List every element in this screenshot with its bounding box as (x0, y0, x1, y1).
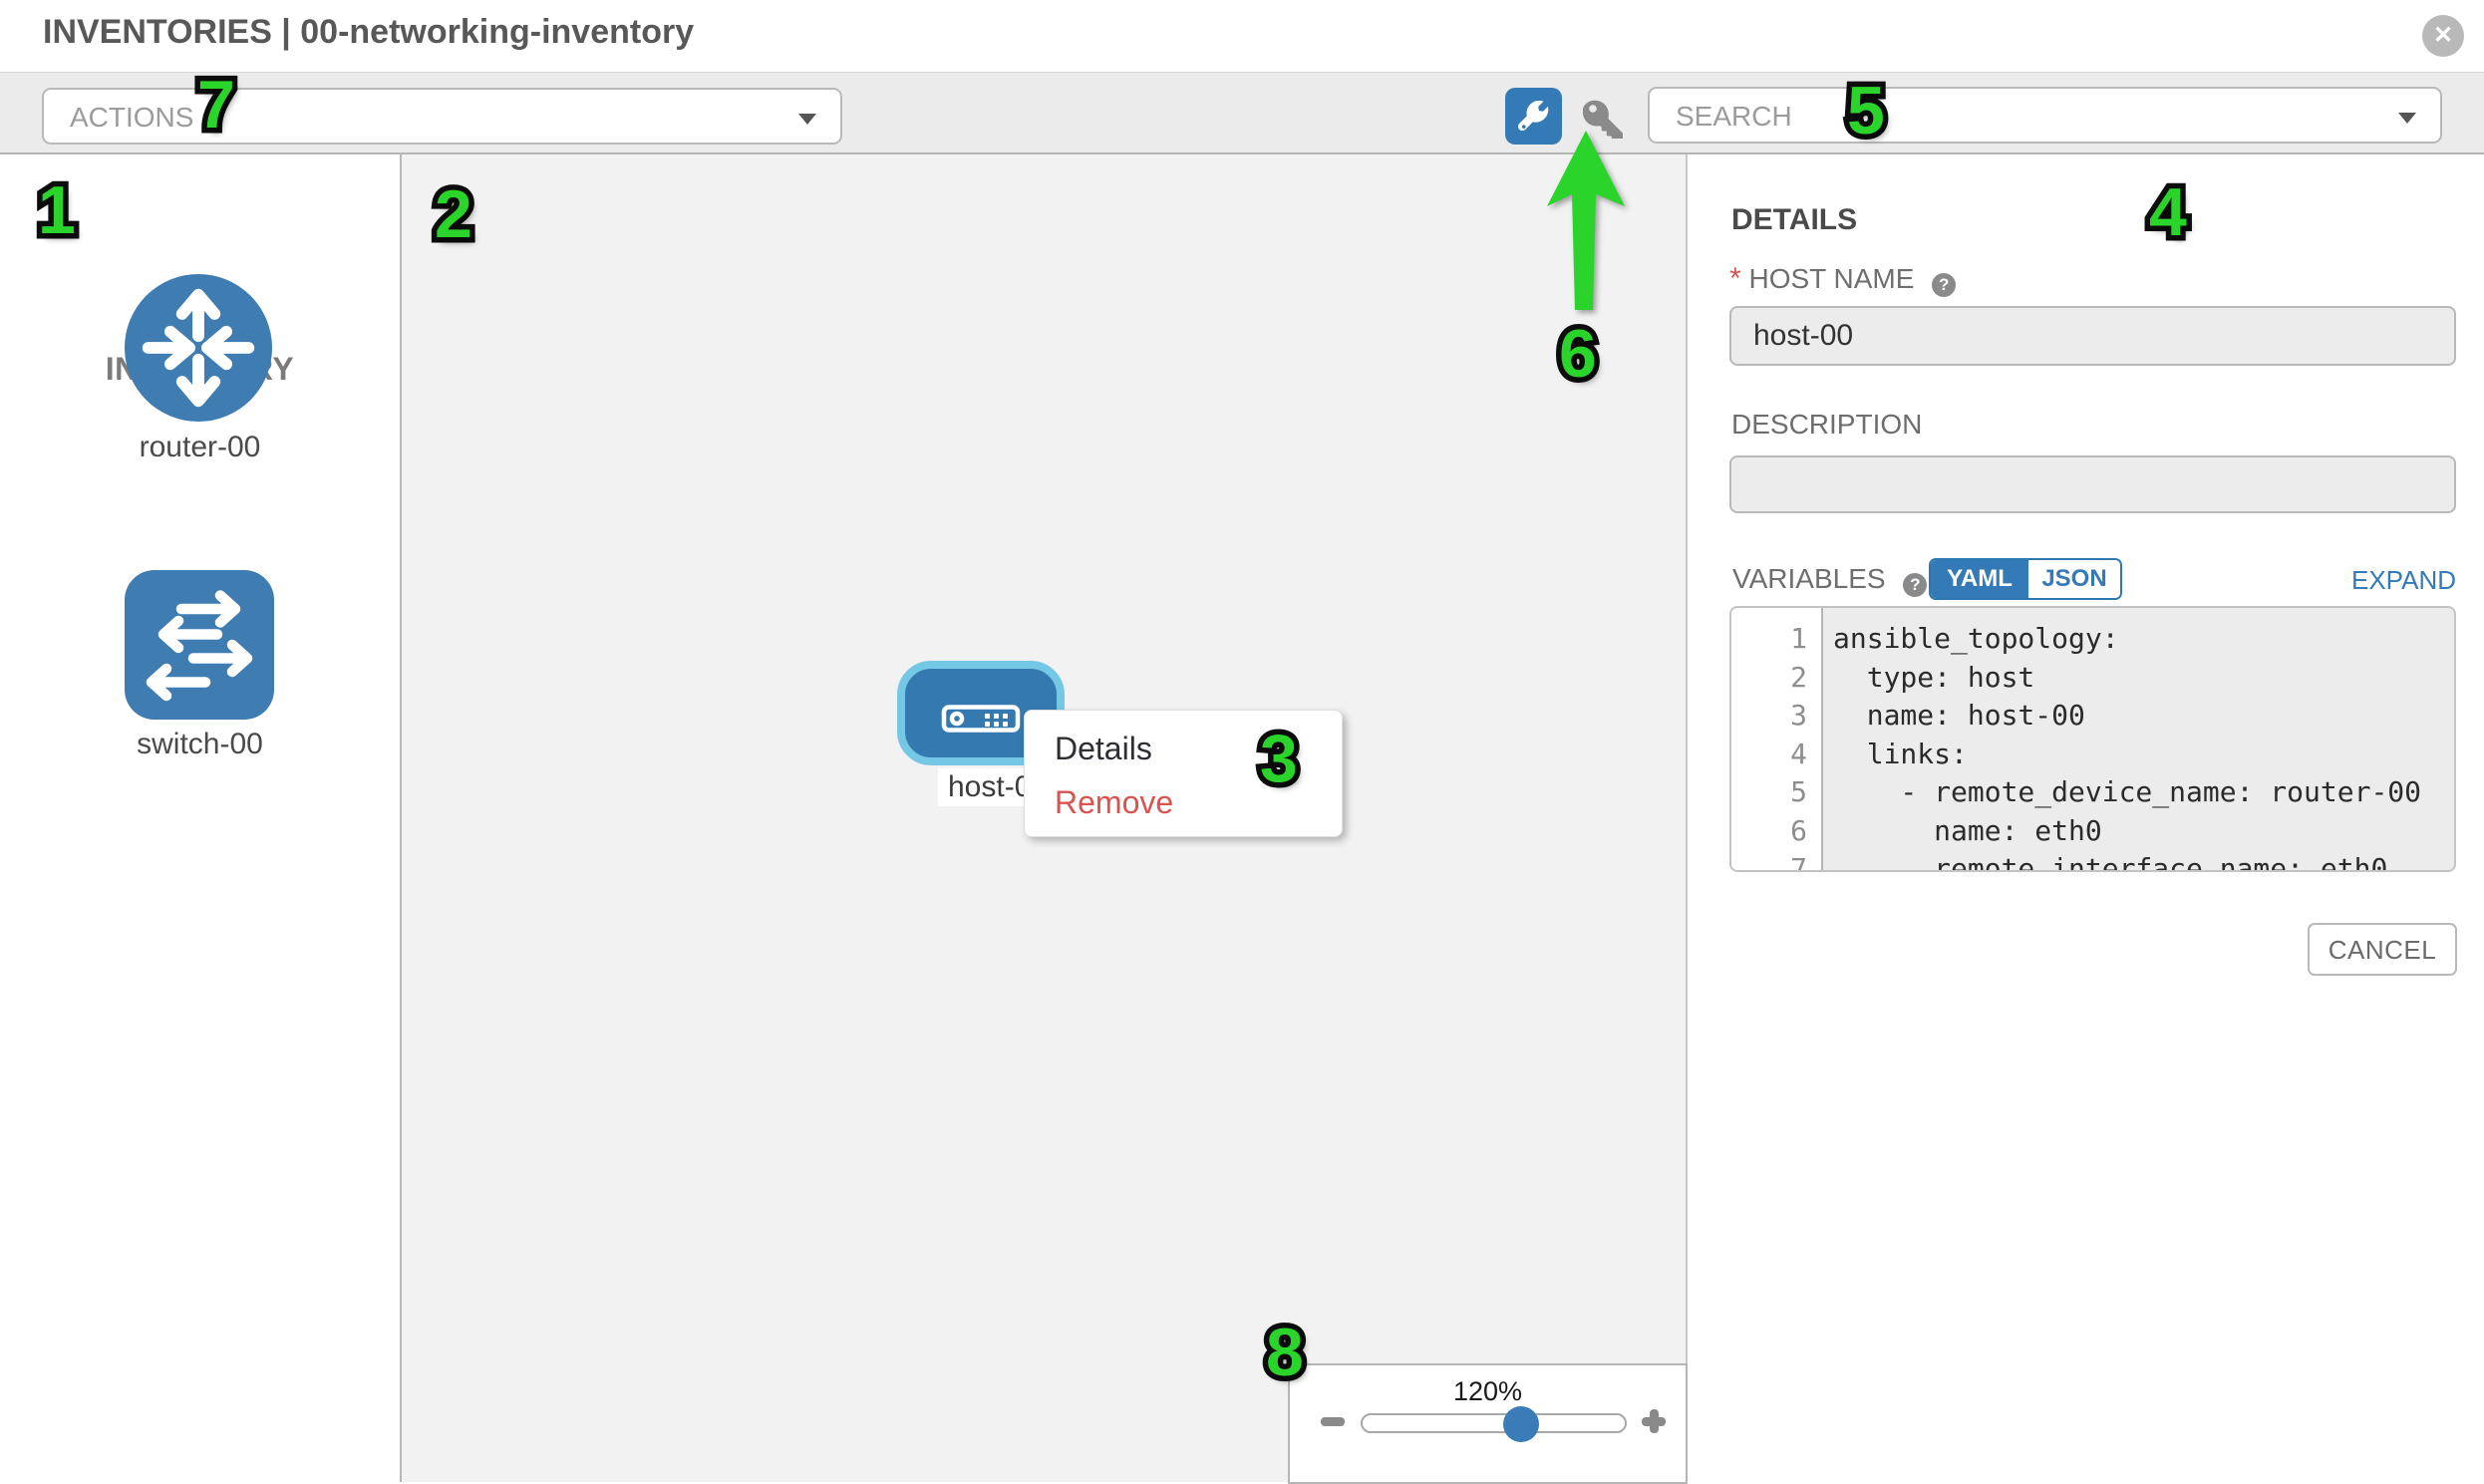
close-icon: ✕ (2432, 22, 2454, 49)
switch-icon (146, 590, 253, 702)
line-number: 5 (1790, 775, 1807, 808)
yaml-toggle-button[interactable]: YAML (1931, 560, 2028, 598)
expand-link[interactable]: EXPAND (2351, 565, 2456, 595)
context-menu: Details Remove (1024, 710, 1343, 837)
host-icon (941, 705, 1021, 733)
annotation-arrow-icon (1547, 131, 1625, 310)
zoom-slider-thumb[interactable] (1503, 1406, 1539, 1442)
line-number: 4 (1790, 737, 1807, 770)
toolbar: ACTIONS SEARCH (0, 72, 2484, 154)
code-line: ansible_topology: (1833, 622, 2119, 655)
code-line: remote_interface_name: eth0 (1833, 852, 2388, 872)
editor-gutter: 1 2 3 4 5 6 7 (1731, 608, 1823, 870)
line-number: 2 (1790, 660, 1807, 694)
annotation-8: 8 (1261, 1310, 1310, 1396)
line-number: 7 (1790, 852, 1807, 872)
variables-label-row: VARIABLES ? (1732, 563, 1928, 597)
code-line: name: eth0 (1833, 813, 2102, 847)
cancel-button[interactable]: CANCEL (2308, 923, 2457, 976)
annotation-3: 3 (1255, 716, 1304, 802)
annotation-7: 7 (192, 62, 241, 148)
editor-code[interactable]: ansible_topology: type: host name: host-… (1823, 608, 2454, 872)
key-icon (1582, 100, 1623, 142)
help-icon[interactable]: ? (1932, 273, 1957, 297)
router-icon (142, 288, 255, 408)
wrench-icon (1518, 101, 1549, 132)
code-line: name: host-00 (1833, 699, 2085, 732)
host-name-label: HOST NAME (1748, 263, 1915, 294)
sidebar-item-router[interactable] (125, 274, 272, 422)
variables-label: VARIABLES (1732, 563, 1886, 594)
context-menu-item-remove[interactable]: Remove (1055, 784, 1174, 820)
host-name-label-row: * HOST NAME ? (1729, 262, 1957, 297)
zoom-slider-track[interactable] (1361, 1413, 1627, 1433)
annotation-2: 2 (430, 171, 478, 258)
line-number: 1 (1790, 622, 1807, 655)
host-name-field[interactable] (1729, 306, 2456, 366)
details-panel: DETAILS * HOST NAME ? DESCRIPTION VARIAB… (1690, 154, 2484, 1482)
toolbar-tools-button[interactable] (1505, 88, 1562, 145)
page-title: INVENTORIES | 00-networking-inventory (43, 13, 695, 51)
chevron-down-icon (798, 114, 816, 125)
json-toggle-button[interactable]: JSON (2028, 560, 2120, 598)
annotation-4: 4 (2144, 169, 2193, 256)
required-marker: * (1729, 262, 1741, 295)
code-line: - remote_device_name: router-00 (1833, 775, 2422, 808)
sidebar-item-switch[interactable] (125, 570, 274, 720)
annotation-6: 6 (1554, 311, 1603, 398)
sidebar-item-router-label: router-00 (139, 431, 261, 463)
code-line: type: host (1833, 660, 2035, 694)
search-dropdown-label: SEARCH (1676, 101, 1792, 132)
variables-code-editor[interactable]: 1 2 3 4 5 6 7 ansible_topology: type: ho… (1729, 606, 2456, 872)
help-icon[interactable]: ? (1903, 573, 1928, 597)
key-credentials-button[interactable] (1582, 99, 1623, 142)
line-number: 3 (1790, 699, 1807, 732)
description-field[interactable] (1729, 455, 2456, 513)
zoom-control: 120% (1288, 1363, 1688, 1484)
code-line: links: (1833, 737, 1968, 770)
annotation-5: 5 (1842, 68, 1891, 154)
zoom-in-button[interactable] (1642, 1409, 1666, 1433)
annotation-1: 1 (33, 167, 82, 254)
search-dropdown[interactable]: SEARCH (1648, 87, 2442, 144)
chevron-down-icon (2398, 113, 2416, 124)
zoom-percent-label: 120% (1452, 1376, 1523, 1406)
page-header: INVENTORIES | 00-networking-inventory ✕ (0, 0, 2484, 72)
close-button[interactable]: ✕ (2422, 15, 2464, 57)
actions-dropdown[interactable]: ACTIONS (42, 88, 842, 145)
actions-dropdown-label: ACTIONS (70, 102, 194, 133)
variables-format-toggle: YAML JSON (1929, 558, 2122, 600)
sidebar-item-switch-label: switch-00 (137, 728, 263, 760)
details-panel-title: DETAILS (1731, 203, 1858, 236)
zoom-out-button[interactable] (1321, 1417, 1345, 1426)
context-menu-item-details[interactable]: Details (1055, 731, 1152, 766)
description-label: DESCRIPTION (1731, 409, 1923, 440)
line-number: 6 (1790, 813, 1807, 847)
